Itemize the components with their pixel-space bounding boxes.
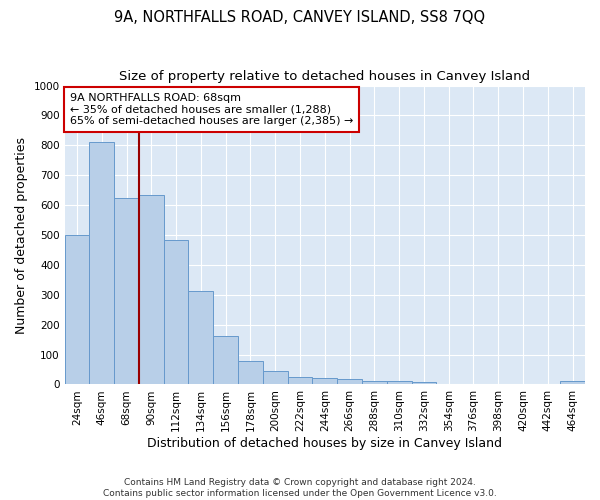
Text: 9A NORTHFALLS ROAD: 68sqm
← 35% of detached houses are smaller (1,288)
65% of se: 9A NORTHFALLS ROAD: 68sqm ← 35% of detac… <box>70 93 353 126</box>
Y-axis label: Number of detached properties: Number of detached properties <box>15 136 28 334</box>
Bar <box>263 371 287 384</box>
Bar <box>412 382 436 384</box>
Bar <box>114 198 139 384</box>
Bar <box>164 240 188 384</box>
Text: Contains HM Land Registry data © Crown copyright and database right 2024.
Contai: Contains HM Land Registry data © Crown c… <box>103 478 497 498</box>
Bar <box>65 235 89 384</box>
Bar <box>188 291 213 384</box>
Bar <box>287 377 313 384</box>
Bar <box>560 382 585 384</box>
Bar <box>387 382 412 384</box>
X-axis label: Distribution of detached houses by size in Canvey Island: Distribution of detached houses by size … <box>147 437 502 450</box>
Bar <box>238 360 263 384</box>
Title: Size of property relative to detached houses in Canvey Island: Size of property relative to detached ho… <box>119 70 530 83</box>
Bar <box>337 379 362 384</box>
Bar <box>362 381 387 384</box>
Bar <box>313 378 337 384</box>
Text: 9A, NORTHFALLS ROAD, CANVEY ISLAND, SS8 7QQ: 9A, NORTHFALLS ROAD, CANVEY ISLAND, SS8 … <box>115 10 485 25</box>
Bar <box>213 336 238 384</box>
Bar <box>89 142 114 384</box>
Bar <box>139 194 164 384</box>
